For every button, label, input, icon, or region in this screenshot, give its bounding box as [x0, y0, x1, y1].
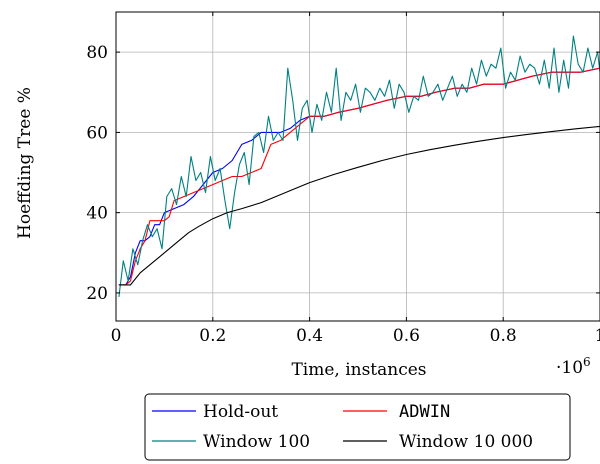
plot-frame: [115, 11, 600, 322]
x-scale-exponent: 6: [583, 355, 591, 369]
series-lines: [118, 35, 600, 297]
y-tick-label: 60: [86, 123, 108, 143]
x-tick-label: 0.4: [296, 326, 323, 346]
y-tick-label: 40: [86, 204, 108, 224]
x-tick-label: 0.8: [490, 326, 517, 346]
y-tick-label: 80: [86, 43, 108, 63]
legend-label-window-100: Window 100: [203, 432, 310, 452]
x-tick-label: 0.2: [199, 326, 226, 346]
series-line-hold-out: [118, 67, 600, 286]
y-axis-label: Hoeffding Tree %: [15, 87, 35, 239]
legend-label-window-10-000: Window 10 000: [399, 432, 533, 452]
grid-lines: [115, 12, 600, 321]
x-tick-label: 0.6: [393, 326, 420, 346]
legend-label-adwin: ADWIN: [399, 402, 450, 422]
x-axis-label: Time, instances: [291, 360, 426, 380]
series-line-adwin: [118, 67, 600, 286]
series-line-window-10-000: [118, 125, 600, 286]
series-line-window-100: [118, 35, 600, 297]
legend-box: [144, 393, 571, 461]
legend: Hold-out ADWIN Window 100 Window 10 000: [144, 393, 571, 461]
x-scale-base: ·10: [556, 358, 583, 378]
x-scale-multiplier: ·106: [556, 355, 591, 378]
x-tick-label: 0: [111, 326, 122, 346]
x-tick-label: 1: [595, 326, 600, 346]
legend-label-hold-out: Hold-out: [203, 402, 278, 422]
y-tick-label: 20: [86, 284, 108, 304]
axis-ticks: 0 0.2 0.4 0.6 0.8 1 20 40 60 80: [86, 12, 600, 346]
